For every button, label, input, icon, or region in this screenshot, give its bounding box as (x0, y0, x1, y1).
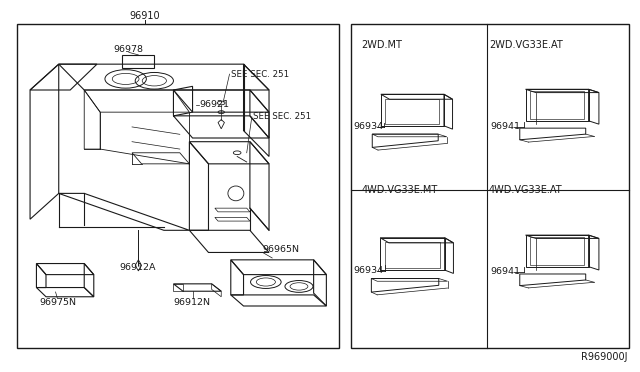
Text: 96912N: 96912N (173, 298, 211, 307)
Text: R969000J: R969000J (580, 352, 627, 362)
Text: 2WD.VG33E.AT: 2WD.VG33E.AT (489, 40, 563, 50)
Text: 96941: 96941 (491, 267, 521, 276)
Text: SEE SEC. 251: SEE SEC. 251 (253, 112, 311, 121)
Text: 4WD.VG33E.AT: 4WD.VG33E.AT (489, 185, 563, 195)
Text: 96965N: 96965N (262, 245, 300, 254)
Text: SEE SEC. 251: SEE SEC. 251 (231, 70, 289, 78)
Text: 96978: 96978 (114, 45, 144, 54)
Text: 2WD.MT: 2WD.MT (362, 40, 403, 50)
Text: 4WD.VG33E.MT: 4WD.VG33E.MT (362, 185, 438, 195)
Text: 96934: 96934 (354, 122, 384, 131)
Text: 96921: 96921 (199, 100, 229, 109)
Text: 96912A: 96912A (119, 263, 156, 272)
Text: 96934: 96934 (354, 266, 384, 275)
Text: 96941: 96941 (491, 122, 521, 131)
Text: 96975N: 96975N (40, 298, 77, 307)
Text: 96910: 96910 (129, 11, 160, 21)
